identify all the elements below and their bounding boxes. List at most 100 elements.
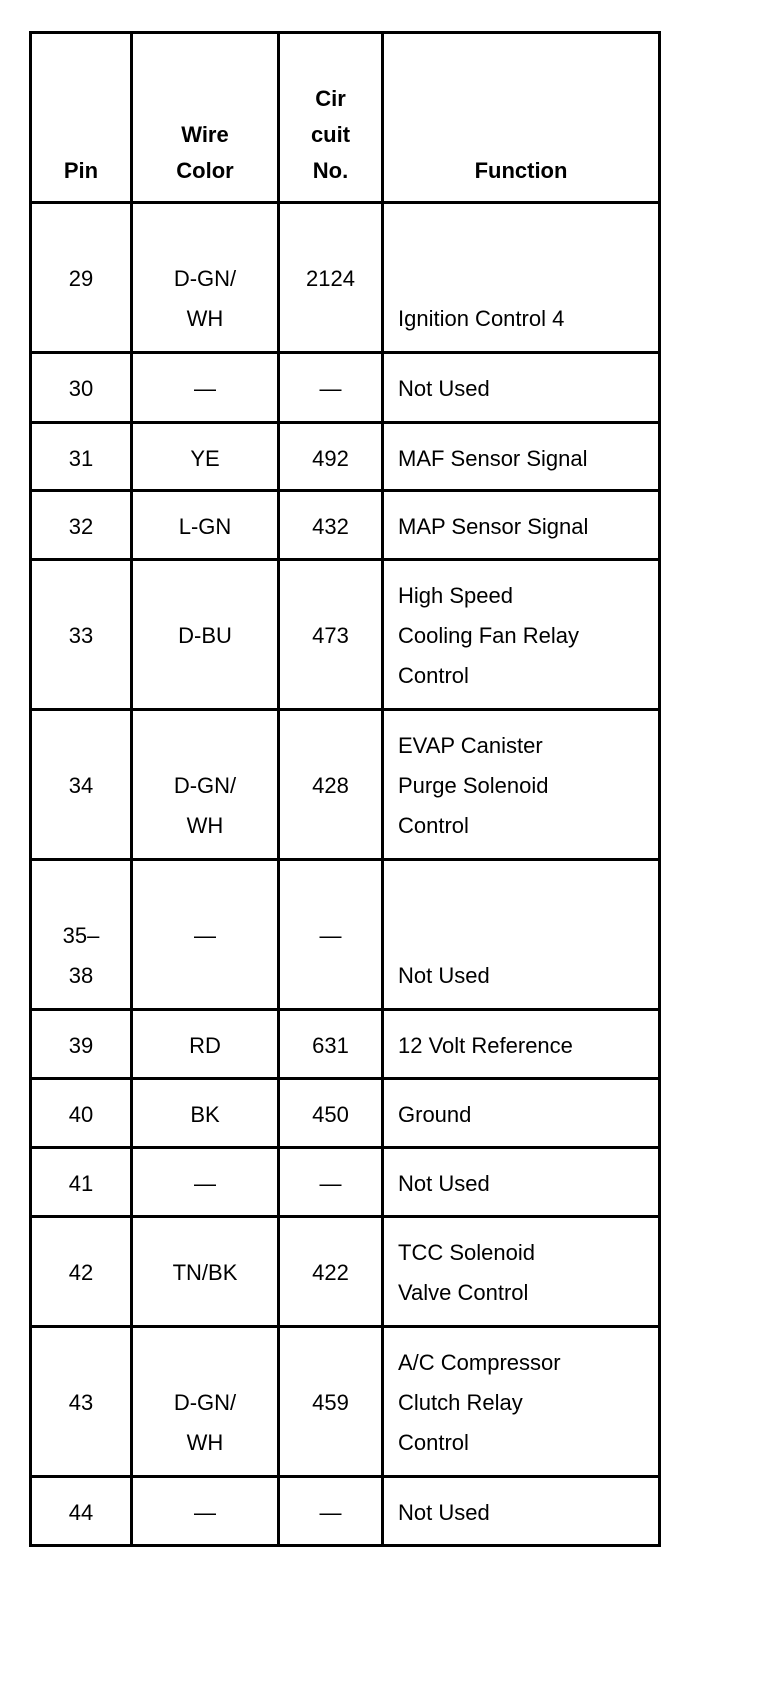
table-row: 34 D-GN/WH 428 EVAP Canister Purge Solenoid C… (29, 708, 661, 861)
function-cell: Not Used (381, 1146, 661, 1218)
pin-cell-text: 44 (68, 1500, 94, 1525)
wire-color-cell-text: D-BU (178, 623, 232, 648)
wire-color-cell-text: D-GN/ (173, 266, 237, 291)
function-cell-text: Purge Solenoid (398, 773, 549, 798)
pin-cell-text: 30 (68, 376, 94, 401)
table-row: 31 YE 492 MAF Sensor Signal (29, 421, 661, 492)
function-cell: Ignition Control 4 (381, 201, 661, 354)
function-cell-text: Control (398, 1430, 469, 1455)
function-cell-text: Not Used (398, 376, 490, 401)
function-cell: High Speed Cooling Fan Relay Control (381, 558, 661, 711)
circuit-cell: — (277, 1475, 384, 1547)
circuit-cell-text: 450 (312, 1102, 349, 1127)
wire-color-cell-text: — (194, 1171, 216, 1196)
circuit-cell: 2124 (277, 201, 384, 354)
pin-cell: 30 (29, 351, 133, 424)
circuit-cell: 428 (277, 708, 384, 861)
function-cell: TCC Solenoid Valve Control (381, 1215, 661, 1328)
circuit-cell: 459 (277, 1325, 384, 1478)
wire-color-cell-text: YE (190, 446, 220, 471)
circuit-cell-text: — (319, 923, 342, 948)
circuit-cell-text: 473 (312, 623, 349, 648)
circuit-cell-text: — (319, 376, 342, 401)
header-function-label: Function (474, 158, 568, 183)
function-cell: Not Used (381, 858, 661, 1011)
wire-color-cell: D-GN/WH (130, 1325, 280, 1478)
circuit-cell: 631 (277, 1008, 384, 1080)
pin-cell: 42 (29, 1215, 133, 1328)
table-row: 35– 38 — — Not Used (29, 858, 661, 1011)
pin-cell-text: 42 (68, 1260, 94, 1285)
function-cell-text: A/C Compressor (398, 1350, 561, 1375)
function-cell-text: Ground (398, 1102, 472, 1127)
wire-color-cell: — (130, 351, 280, 424)
pin-cell: 34 (29, 708, 133, 861)
pin-cell-text: 43 (68, 1390, 94, 1415)
pin-cell-text: 40 (68, 1102, 94, 1127)
header-circuit-label: Cir (315, 86, 346, 111)
function-cell-text: High Speed (398, 583, 513, 608)
header-wire-label: Wire (181, 122, 229, 147)
pin-cell: 43 (29, 1325, 133, 1478)
circuit-cell: — (277, 858, 384, 1011)
wire-color-cell-text: WH (186, 813, 224, 838)
wire-color-cell: D-GN/WH (130, 201, 280, 354)
pin-cell-text: 32 (68, 514, 94, 539)
pin-table: Pin Wire Color Cir cuit No. Function 29 D… (29, 31, 661, 1547)
pin-cell: 32 (29, 489, 133, 561)
table-row: 43 D-GN/WH 459 A/C Compressor Clutch Relay Co… (29, 1325, 661, 1478)
table-row: 33 D-BU 473 High Speed Cooling Fan Relay Cont… (29, 558, 661, 711)
pin-cell-text: 33 (68, 623, 94, 648)
wire-color-cell-text: D-GN/ (173, 773, 237, 798)
function-cell-text: Not Used (398, 1500, 490, 1525)
table-row: 30 — — Not Used (29, 351, 661, 424)
function-cell-text: Valve Control (398, 1280, 529, 1305)
wire-color-cell-text: — (194, 923, 216, 948)
wire-color-cell: L-GN (130, 489, 280, 561)
pin-cell-text: 39 (68, 1033, 94, 1058)
wire-color-cell: — (130, 1475, 280, 1547)
wire-color-cell-text: RD (189, 1033, 221, 1058)
circuit-cell-text: 631 (312, 1033, 349, 1058)
function-cell-text: Not Used (398, 963, 490, 988)
function-cell: MAF Sensor Signal (381, 421, 661, 492)
wire-color-cell: — (130, 858, 280, 1011)
circuit-cell-text: — (319, 1500, 342, 1525)
pin-cell-text: 41 (68, 1171, 94, 1196)
table-row: 41 — — Not Used (29, 1146, 661, 1218)
pin-cell: 41 (29, 1146, 133, 1218)
function-cell: A/C Compressor Clutch Relay Control (381, 1325, 661, 1478)
circuit-cell: 492 (277, 421, 384, 492)
circuit-cell-text: 422 (312, 1260, 349, 1285)
header-circuit: Cir cuit No. (277, 31, 384, 204)
table-row: 44 — — Not Used (29, 1475, 661, 1547)
pin-cell-text: 34 (68, 773, 94, 798)
wire-color-cell: YE (130, 421, 280, 492)
table-row: 29 D-GN/WH 2124 Ignition Control 4 (29, 201, 661, 354)
wire-color-cell: D-BU (130, 558, 280, 711)
wire-color-cell-text: L-GN (178, 514, 232, 539)
wire-color-cell: — (130, 1146, 280, 1218)
function-cell: 12 Volt Reference (381, 1008, 661, 1080)
circuit-cell-text: 492 (312, 446, 349, 471)
function-cell: MAP Sensor Signal (381, 489, 661, 561)
function-cell: Not Used (381, 1475, 661, 1547)
function-cell-text: Ignition Control 4 (398, 306, 565, 331)
pin-cell-text: 29 (68, 266, 94, 291)
wire-color-cell: BK (130, 1077, 280, 1149)
pin-cell: 44 (29, 1475, 133, 1547)
circuit-cell: — (277, 351, 384, 424)
wire-color-cell-text: WH (186, 306, 224, 331)
circuit-cell-text: — (319, 1171, 342, 1196)
table-row: 40 BK 450 Ground (29, 1077, 661, 1149)
circuit-cell: — (277, 1146, 384, 1218)
wire-color-cell-text: D-GN/ (173, 1390, 237, 1415)
header-pin-label: Pin (63, 158, 99, 183)
function-cell-text: Cooling Fan Relay (398, 623, 579, 648)
function-cell-text: Control (398, 663, 469, 688)
wire-color-cell: D-GN/WH (130, 708, 280, 861)
table-row: 32 L-GN 432 MAP Sensor Signal (29, 489, 661, 561)
header-wire-label: Color (176, 158, 234, 183)
wire-color-cell: RD (130, 1008, 280, 1080)
function-cell-text: Not Used (398, 1171, 490, 1196)
